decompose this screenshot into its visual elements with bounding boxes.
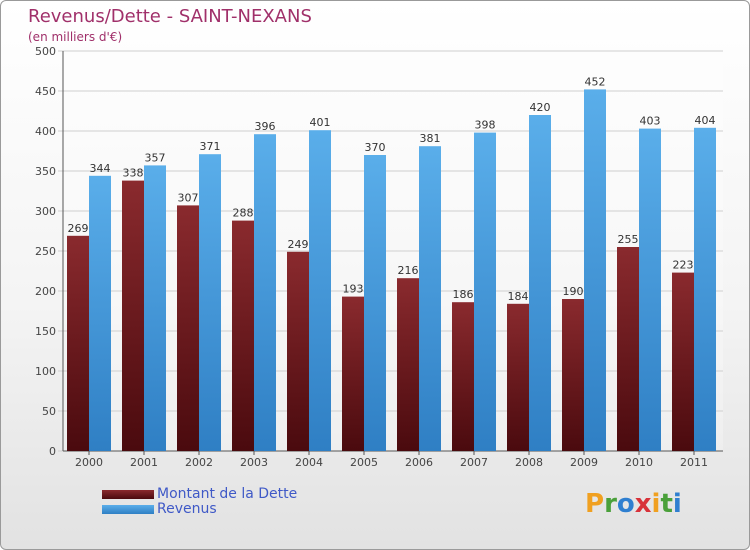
bar-revenus: [474, 132, 496, 451]
chart-subtitle: (en milliers d'€): [28, 30, 123, 44]
data-label-dette: 223: [673, 259, 694, 272]
data-label-revenus: 401: [310, 116, 331, 129]
proxiti-logo: Proxiti: [585, 489, 682, 519]
bar-revenus: [694, 127, 716, 452]
bar-dette: [452, 302, 474, 451]
data-label-dette: 269: [68, 222, 89, 235]
x-tick-label: 2009: [570, 456, 598, 469]
data-label-revenus: 370: [365, 141, 386, 154]
bar-revenus: [199, 154, 221, 451]
legend-item-dette: Montant de la Dette: [102, 486, 297, 502]
bar-dette: [562, 299, 584, 451]
y-tick-label: 350: [35, 165, 56, 178]
data-label-revenus: 344: [90, 162, 111, 175]
x-tick-label: 2002: [185, 456, 213, 469]
bar-revenus: [144, 165, 166, 451]
bar-revenus: [419, 146, 441, 451]
legend-item-revenus: Revenus: [102, 501, 217, 517]
x-tick-label: 2008: [515, 456, 543, 469]
logo-letter: P: [585, 489, 605, 519]
bar-dette: [672, 272, 694, 451]
data-label-revenus: 404: [695, 114, 716, 127]
y-tick-label: 0: [49, 445, 56, 458]
y-tick-label: 400: [35, 125, 56, 138]
y-tick-label: 250: [35, 245, 56, 258]
legend-label-revenus: Revenus: [157, 501, 217, 517]
logo-letter: i: [651, 489, 661, 519]
data-label-dette: 249: [288, 238, 309, 251]
data-label-dette: 193: [343, 283, 364, 296]
legend-swatch-revenus: [102, 504, 154, 514]
chart-title: Revenus/Dette - SAINT-NEXANS: [28, 6, 312, 27]
bar-dette: [177, 205, 199, 451]
bar-dette: [287, 251, 309, 451]
data-label-dette: 184: [508, 290, 529, 303]
data-label-revenus: 371: [200, 140, 221, 153]
legend-label-dette: Montant de la Dette: [157, 486, 298, 502]
data-label-revenus: 357: [145, 151, 166, 164]
x-tick-label: 2001: [130, 456, 158, 469]
data-label-dette: 186: [453, 288, 474, 301]
bar-dette: [122, 180, 144, 451]
data-label-dette: 255: [618, 233, 639, 246]
data-label-revenus: 420: [530, 101, 551, 114]
y-tick-label: 150: [35, 325, 56, 338]
bar-dette: [342, 296, 364, 451]
bar-revenus: [89, 175, 111, 452]
bar-dette: [67, 235, 89, 451]
x-tick-label: 2011: [680, 456, 708, 469]
bar-dette: [507, 303, 529, 451]
bar-revenus: [639, 128, 661, 451]
bar-dette: [397, 278, 419, 451]
x-tick-label: 2006: [405, 456, 433, 469]
data-label-dette: 288: [233, 207, 254, 220]
x-tick-label: 2007: [460, 456, 488, 469]
legend-swatch-dette: [102, 489, 154, 499]
logo-letter: o: [616, 489, 635, 519]
data-label-dette: 216: [398, 264, 419, 277]
logo-letter: t: [660, 489, 673, 519]
bar-dette: [232, 220, 254, 451]
data-label-dette: 190: [563, 285, 584, 298]
y-tick-label: 300: [35, 205, 56, 218]
y-tick-label: 50: [42, 405, 56, 418]
bar-dette: [617, 247, 639, 451]
y-tick-label: 450: [35, 85, 56, 98]
bar-revenus: [529, 115, 551, 451]
bar-revenus: [584, 89, 606, 452]
x-tick-label: 2004: [295, 456, 323, 469]
y-tick-label: 200: [35, 285, 56, 298]
data-label-dette: 307: [178, 191, 199, 204]
data-label-revenus: 398: [475, 119, 496, 132]
bar-revenus: [364, 155, 386, 451]
bar-revenus: [254, 134, 276, 451]
logo-letter: r: [604, 489, 617, 519]
y-tick-label: 500: [35, 45, 56, 58]
data-label-revenus: 396: [255, 120, 276, 133]
data-label-revenus: 381: [420, 132, 441, 145]
data-label-dette: 338: [123, 167, 144, 180]
data-label-revenus: 452: [585, 75, 606, 88]
logo-letter: x: [634, 489, 652, 519]
logo-letter: i: [672, 489, 682, 519]
x-tick-label: 2010: [625, 456, 653, 469]
x-tick-label: 2005: [350, 456, 378, 469]
bar-revenus: [309, 130, 331, 451]
data-label-revenus: 403: [640, 115, 661, 128]
y-tick-label: 100: [35, 365, 56, 378]
x-tick-label: 2003: [240, 456, 268, 469]
x-tick-label: 2000: [75, 456, 103, 469]
